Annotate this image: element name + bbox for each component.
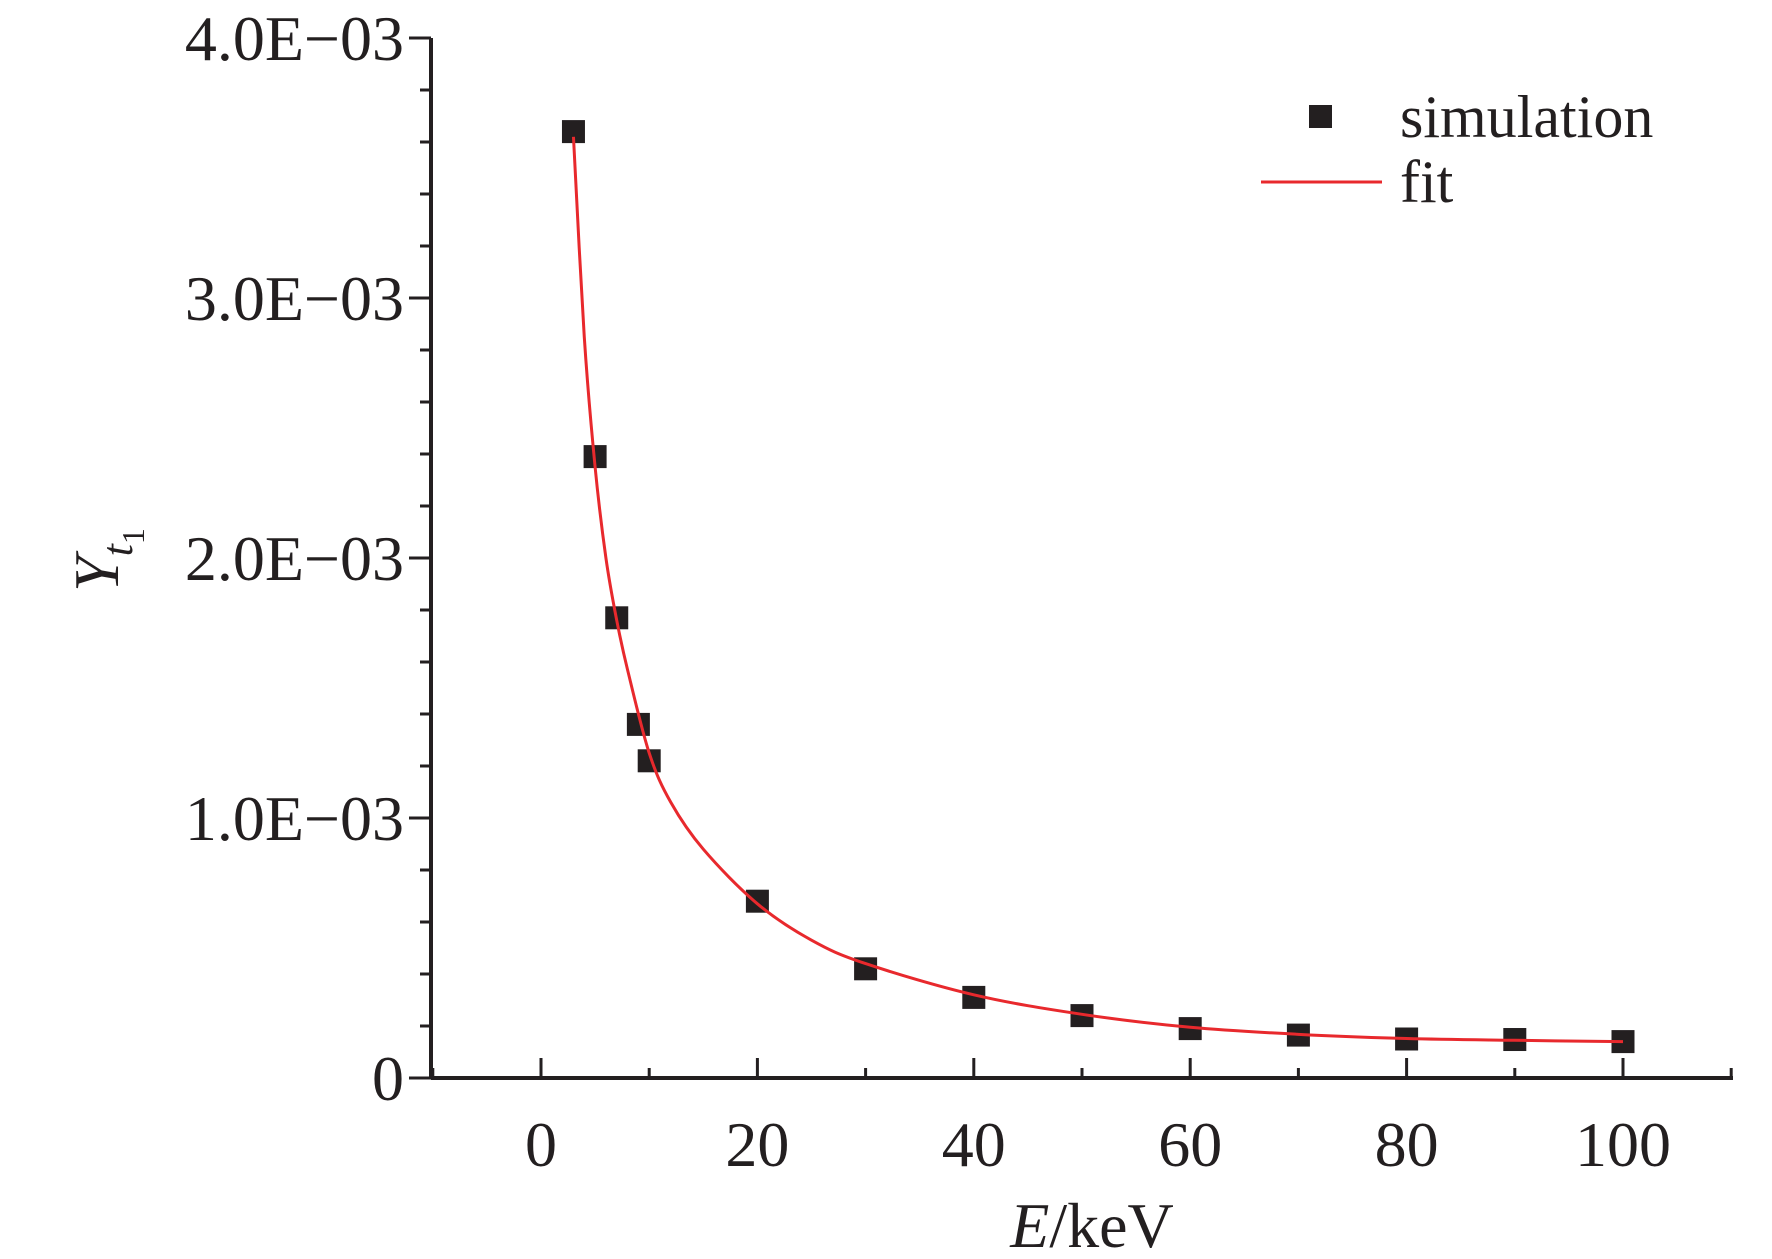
y-tick-label: 4.0E−03 (185, 3, 404, 74)
x-tick-label: 40 (942, 1109, 1006, 1180)
x-ticks: 0 20 40 60 80 100 (431, 1058, 1733, 1180)
x-tick-label: 80 (1375, 1109, 1439, 1180)
y-tick-label: 1.0E−03 (185, 783, 404, 854)
x-tick-label: 0 (525, 1109, 557, 1180)
fit-line (571, 136, 1624, 1044)
x-tick-label: 100 (1575, 1109, 1671, 1180)
legend-simulation-marker (1309, 105, 1332, 128)
y-tick-label: 2.0E−03 (185, 523, 404, 594)
simulation-point (962, 985, 986, 1009)
legend-fit-label: fit (1400, 149, 1454, 215)
x-axis-title: E/keV (1009, 1190, 1174, 1259)
y-ticks: 0 1.0E−03 2.0E−03 3.0E−03 4.0E−03 (185, 3, 431, 1114)
legend-simulation-label: simulation (1400, 84, 1653, 150)
legend: simulation fit (1261, 84, 1653, 215)
y-tick-label: 3.0E−03 (185, 263, 404, 334)
fit-line-group (571, 136, 1624, 1044)
simulation-point (561, 120, 585, 144)
axes (429, 38, 1733, 1080)
y-tick-label: 0 (372, 1043, 404, 1114)
simulation-points (561, 120, 1635, 1054)
x-tick-label: 20 (725, 1109, 789, 1180)
x-tick-label: 60 (1158, 1109, 1222, 1180)
y-axis-title: Yt1 (61, 528, 151, 592)
